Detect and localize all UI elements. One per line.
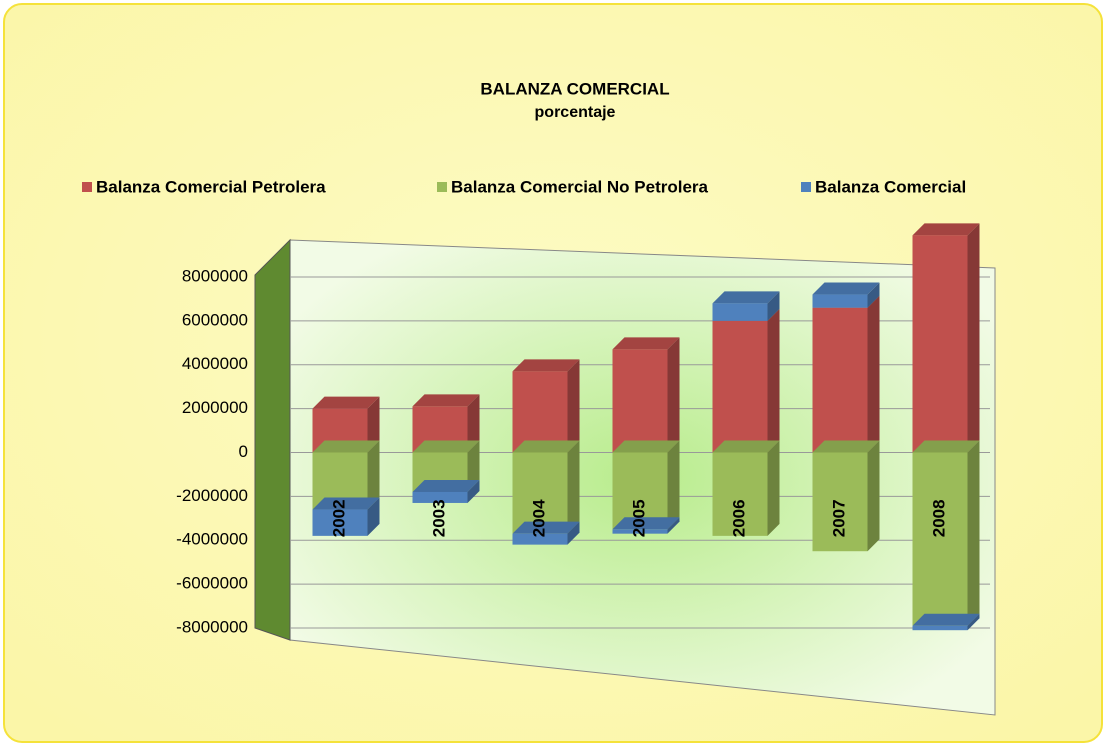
bar-top [912, 223, 980, 236]
bar [712, 303, 768, 321]
bar [912, 235, 968, 453]
bar-side [667, 440, 680, 530]
legend-label: Balanza Comercial [815, 177, 966, 196]
y-tick-label: 8000000 [182, 266, 248, 285]
side-wall [254, 238, 291, 641]
bar [612, 529, 668, 534]
bar-side [767, 440, 780, 536]
bar [612, 349, 668, 453]
bar-top [312, 396, 380, 409]
legend-swatch [82, 182, 92, 192]
bar [812, 307, 868, 453]
legend-label: Balanza Comercial Petrolera [96, 177, 326, 196]
bar-top [912, 440, 980, 453]
x-tick-label: 2003 [429, 499, 448, 537]
bar-side [867, 282, 880, 308]
x-tick-label: 2006 [729, 499, 748, 537]
bar-side [567, 521, 580, 545]
bar-top [412, 394, 480, 407]
bar-top [712, 440, 780, 453]
legend-swatch [801, 182, 811, 192]
bar-side [967, 613, 980, 631]
bar-top [512, 359, 580, 372]
y-tick-label: 6000000 [182, 310, 248, 329]
y-tick-label: 4000000 [182, 354, 248, 373]
chart-subtitle: porcentaje [535, 104, 616, 121]
bar [612, 452, 668, 530]
bar [812, 452, 868, 552]
y-tick-label: -6000000 [176, 574, 248, 593]
bar-top [312, 440, 380, 453]
bar-top [912, 613, 980, 626]
bar [512, 452, 568, 534]
bar-side [767, 308, 780, 453]
bar-side [367, 497, 380, 536]
bar-top [812, 440, 880, 453]
bar-top [512, 440, 580, 453]
bar [912, 452, 968, 626]
bar-side [567, 440, 580, 534]
bar-top [512, 521, 580, 534]
bar-side [367, 396, 380, 453]
x-tick-label: 2004 [529, 499, 548, 537]
bar [812, 294, 868, 308]
bar-side [967, 223, 980, 453]
bar-top [612, 337, 680, 350]
bar-side [467, 440, 480, 492]
bar [712, 320, 768, 453]
bar-side [967, 440, 980, 626]
bar [412, 491, 468, 503]
bar-side [767, 291, 780, 321]
y-tick-label: 0 [239, 442, 248, 461]
bar-side [467, 394, 480, 453]
y-tick-label: -8000000 [176, 617, 248, 636]
bar [512, 371, 568, 453]
bar [312, 509, 368, 536]
chart-title: BALANZA COMERCIAL [480, 79, 669, 98]
bar-top [612, 517, 680, 530]
y-tick-label: -2000000 [176, 486, 248, 505]
bar [712, 452, 768, 536]
bar-top [612, 440, 680, 453]
x-tick-label: 2008 [929, 499, 948, 537]
x-tick-label: 2007 [829, 499, 848, 537]
bar-top [412, 440, 480, 453]
bar-side [567, 359, 580, 453]
bar-side [867, 295, 880, 453]
bar-top [412, 479, 480, 492]
bar-side [467, 479, 480, 503]
x-tick-label: 2005 [629, 499, 648, 537]
bar-top [812, 282, 880, 295]
legend-label: Balanza Comercial No Petrolera [451, 177, 709, 196]
y-tick-label: -4000000 [176, 530, 248, 549]
legend-swatch [437, 182, 447, 192]
bar-side [367, 440, 380, 510]
bar [912, 625, 968, 631]
bar [512, 533, 568, 545]
bar-side [667, 337, 680, 453]
bar-top [712, 291, 780, 304]
x-tick-label: 2002 [329, 499, 348, 537]
bar-side [867, 440, 880, 552]
bar-top [312, 497, 380, 510]
bar-side [667, 517, 680, 534]
y-tick-label: 2000000 [182, 398, 248, 417]
